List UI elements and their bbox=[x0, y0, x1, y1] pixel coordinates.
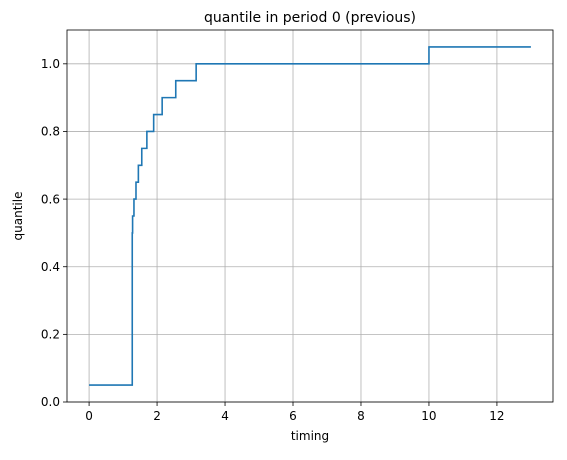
y-tick-label: 1.0 bbox=[41, 57, 60, 71]
x-tick-label: 12 bbox=[489, 409, 504, 423]
x-axis-label: timing bbox=[291, 429, 329, 443]
x-tick-label: 2 bbox=[153, 409, 161, 423]
x-tick-label: 4 bbox=[221, 409, 229, 423]
x-tick-label: 10 bbox=[421, 409, 436, 423]
chart-title: quantile in period 0 (previous) bbox=[204, 10, 416, 26]
y-tick-label: 0.2 bbox=[41, 328, 60, 342]
x-tick-label: 8 bbox=[357, 409, 365, 423]
y-tick-label: 0.6 bbox=[41, 192, 60, 206]
x-tick-label: 0 bbox=[85, 409, 93, 423]
y-axis-label: quantile bbox=[11, 192, 25, 241]
y-tick-label: 0.8 bbox=[41, 125, 60, 139]
y-tick-label: 0.4 bbox=[41, 260, 60, 274]
x-tick-label: 6 bbox=[289, 409, 297, 423]
y-tick-label: 0.0 bbox=[41, 395, 60, 409]
